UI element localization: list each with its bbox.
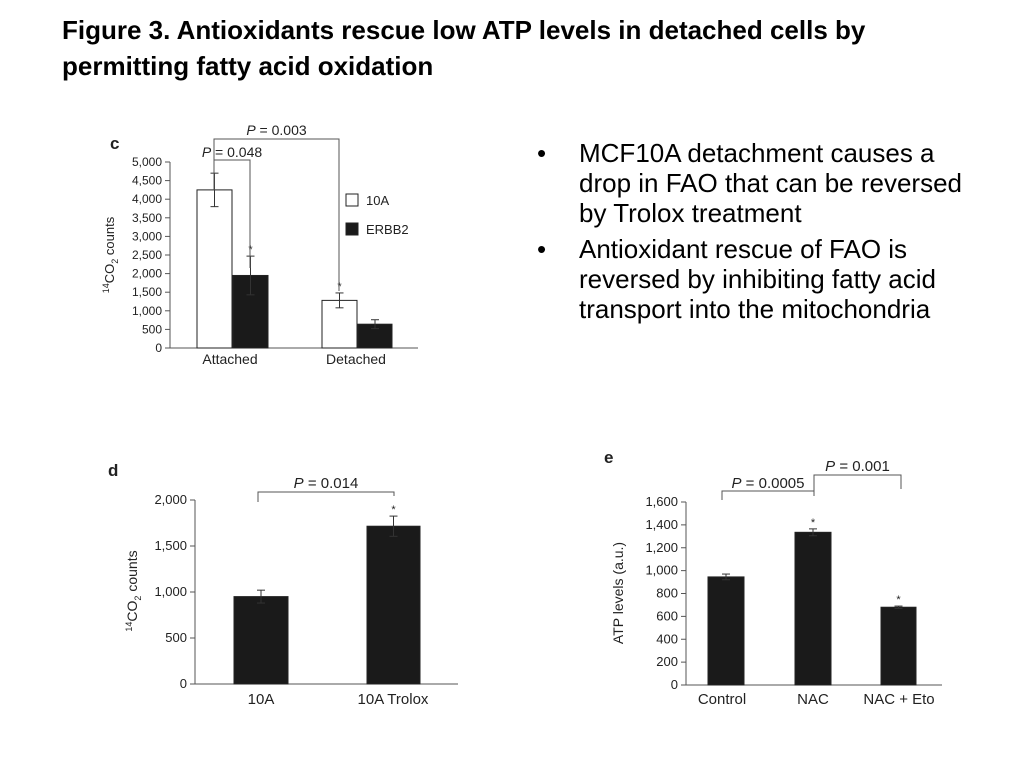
p-value-bracket — [213, 138, 340, 291]
p-value-bracket — [721, 490, 815, 500]
y-tick-label: 2,500 — [132, 248, 162, 262]
y-tick-label: 1,400 — [645, 517, 678, 532]
y-tick-label: 0 — [155, 341, 162, 355]
y-tick-label: 0 — [180, 676, 187, 691]
y-tick-label: 200 — [656, 654, 678, 669]
bullet-glyph: • — [537, 234, 547, 264]
x-tick-label: Attached — [202, 351, 257, 367]
y-axis-label: ATP levels (a.u.) — [610, 542, 626, 644]
panel-letter: e — [604, 448, 613, 467]
y-tick-label: 4,500 — [132, 174, 162, 188]
y-tick-label: 1,200 — [645, 540, 678, 555]
y-tick-label: 2,000 — [154, 492, 187, 507]
y-tick-label: 500 — [142, 322, 162, 336]
y-tick-label: 4,000 — [132, 192, 162, 206]
x-tick-label: 10A Trolox — [358, 691, 429, 708]
y-axis-label: 14CO2 counts — [101, 216, 120, 293]
y-axis-label-sub: 2 — [133, 596, 143, 601]
panel-letter: d — [108, 461, 118, 480]
p-value-label: P = 0.003 — [246, 122, 307, 138]
p-value-label: P = 0.014 — [294, 475, 359, 492]
y-tick-label: 600 — [656, 608, 678, 623]
y-tick-label: 400 — [656, 631, 678, 646]
legend-label-10a: 10A — [366, 193, 389, 208]
y-axis-label-main: CO — [102, 264, 117, 284]
significance-star: * — [337, 281, 342, 293]
legend: 10A ERBB2 — [345, 193, 409, 237]
y-tick-label: 1,000 — [132, 304, 162, 318]
bar — [794, 531, 832, 686]
bar — [196, 189, 233, 349]
x-tick-label: Detached — [326, 351, 386, 367]
y-tick-label: 2,000 — [132, 267, 162, 281]
bullet-item: • Antioxidant rescue of FAO is reversed … — [537, 234, 967, 324]
bullet-text: Antioxidant rescue of FAO is reversed by… — [579, 234, 936, 324]
y-tick-label: 500 — [165, 630, 187, 645]
legend-label-erbb2: ERBB2 — [366, 222, 409, 237]
p-value-bracket — [257, 491, 395, 502]
slide-title: Figure 3. Antioxidants rescue low ATP le… — [62, 15, 866, 81]
p-value-label: P = 0.001 — [825, 458, 890, 475]
bar — [707, 576, 745, 686]
significance-star: * — [248, 244, 253, 256]
y-tick-label: 1,500 — [132, 285, 162, 299]
panel-letter: c — [110, 134, 119, 153]
y-tick-label: 1,500 — [154, 538, 187, 553]
bullet-item: • MCF10A detachment causes a drop in FAO… — [537, 138, 967, 228]
p-value-label: P = 0.0005 — [732, 475, 805, 492]
legend-swatch-erbb2 — [345, 222, 359, 236]
p-value-label: P = 0.048 — [202, 144, 263, 160]
y-axis-label-rest: counts — [102, 216, 117, 258]
y-axis-label: 14CO2 counts — [124, 550, 143, 631]
y-tick-label: 1,000 — [154, 584, 187, 599]
bar — [233, 596, 289, 685]
bullet-glyph: • — [537, 138, 547, 168]
x-tick-label: NAC + Eto — [863, 691, 934, 708]
x-tick-label: NAC — [797, 691, 829, 708]
p-value-bracket — [813, 474, 902, 496]
y-tick-label: 3,500 — [132, 211, 162, 225]
bar — [880, 606, 917, 686]
y-axis-label-sup: 14 — [101, 283, 111, 293]
y-axis-label-main: CO — [124, 600, 140, 621]
y-axis-label-sup: 14 — [124, 622, 134, 632]
legend-swatch-10a — [345, 193, 359, 207]
y-tick-label: 1,000 — [645, 563, 678, 578]
x-tick-label: 10A — [248, 691, 275, 708]
y-tick-label: 5,000 — [132, 155, 162, 169]
y-tick-label: 3,000 — [132, 229, 162, 243]
significance-star: * — [811, 517, 816, 529]
bullet-list: • MCF10A detachment causes a drop in FAO… — [537, 138, 967, 330]
significance-star: * — [896, 594, 901, 606]
bar — [366, 525, 421, 685]
bullet-text: MCF10A detachment causes a drop in FAO t… — [579, 138, 962, 228]
y-tick-label: 800 — [656, 586, 678, 601]
y-tick-label: 0 — [671, 677, 678, 692]
y-tick-label: 1,600 — [645, 494, 678, 509]
x-tick-label: Control — [698, 691, 746, 708]
significance-star: * — [391, 504, 396, 516]
y-axis-label-sub: 2 — [110, 259, 120, 264]
p-value-bracket — [213, 159, 251, 268]
y-axis-label-rest: counts — [124, 550, 140, 595]
